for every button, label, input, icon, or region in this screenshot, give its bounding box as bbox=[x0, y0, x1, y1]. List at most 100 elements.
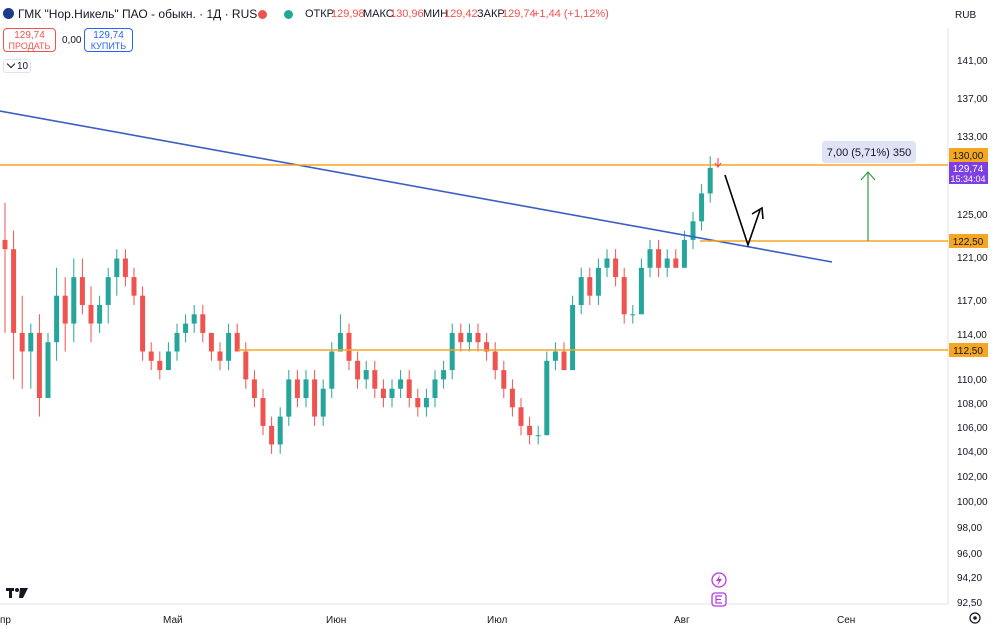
y-tick-label: 125,00 bbox=[957, 210, 988, 221]
candle-body bbox=[346, 332, 352, 361]
candle-body bbox=[148, 351, 154, 361]
candle-body bbox=[380, 388, 386, 398]
ohlc-low-value: 129,42 bbox=[444, 8, 478, 20]
ohlc-open-label: ОТКР bbox=[305, 8, 335, 20]
market-status-icon[interactable] bbox=[258, 10, 267, 19]
candle-body bbox=[71, 277, 77, 324]
candle-body bbox=[19, 332, 25, 352]
candle-body bbox=[312, 379, 318, 417]
y-tick-label: 117,00 bbox=[957, 296, 987, 307]
volume-toggle-label: 10 bbox=[17, 61, 29, 72]
x-axis: пр Май Июн Июл Авг Сен bbox=[0, 615, 855, 626]
candle-body bbox=[621, 277, 627, 315]
level-tag-lower bbox=[949, 343, 988, 357]
candle-body bbox=[54, 295, 60, 343]
countdown-text: 15:34:04 bbox=[950, 174, 985, 184]
candle-body bbox=[88, 305, 94, 324]
candle-body bbox=[355, 360, 361, 380]
candle-body bbox=[656, 249, 662, 268]
candle-body bbox=[638, 267, 644, 315]
signal-arrow-icon bbox=[714, 158, 722, 168]
lightning-event-icon[interactable] bbox=[711, 572, 727, 588]
level-tag-middle bbox=[949, 234, 988, 248]
candle-body bbox=[191, 314, 197, 324]
axis-settings-icon[interactable] bbox=[969, 612, 981, 624]
price-axis-background bbox=[948, 28, 1000, 629]
candle-body bbox=[389, 388, 395, 398]
y-tick-label: 110,00 bbox=[957, 375, 987, 386]
candle-body bbox=[595, 267, 601, 296]
candle-body bbox=[303, 379, 309, 398]
level-tag-lower-text: 112,50 bbox=[953, 346, 983, 357]
x-tick-label: Авг bbox=[674, 615, 690, 626]
ohlc-high-label: МАКС bbox=[363, 8, 394, 20]
candle-body bbox=[673, 258, 679, 268]
candle-body bbox=[28, 332, 34, 352]
y-axis: 141,00 137,00 133,00 125,00 121,00 117,00 114,… bbox=[957, 56, 988, 609]
sell-button[interactable]: 129,74 ПРОДАТЬ bbox=[3, 28, 56, 52]
trendline[interactable] bbox=[0, 110, 833, 263]
candle-body bbox=[97, 305, 103, 324]
candle-body bbox=[269, 425, 275, 445]
candle-body bbox=[552, 351, 558, 361]
earnings-event-icon[interactable] bbox=[711, 592, 727, 607]
candle-body bbox=[217, 351, 223, 361]
volume-toggle[interactable]: 10 bbox=[3, 59, 31, 73]
candle-body bbox=[484, 342, 490, 352]
candle-body bbox=[337, 332, 343, 352]
candle-body bbox=[604, 258, 610, 268]
ohlc-high-value: 130,96 bbox=[390, 8, 424, 20]
ohlc-low-label: МИН bbox=[423, 8, 449, 20]
tradingview-logo-icon bbox=[6, 588, 28, 598]
candle-body bbox=[707, 167, 713, 194]
candle-body bbox=[449, 332, 455, 371]
forecast-path[interactable] bbox=[724, 174, 761, 248]
symbol-title[interactable]: ГМК "Нор.Никель" ПАО - обыкн. · 1Д · RUS bbox=[18, 7, 258, 21]
candle-body bbox=[11, 249, 17, 333]
buy-button[interactable]: 129,74 КУПИТЬ bbox=[84, 28, 133, 52]
candle-body bbox=[690, 221, 696, 240]
y-tick-label: 100,00 bbox=[957, 497, 988, 508]
current-price-tag bbox=[949, 162, 988, 184]
candle-body bbox=[277, 416, 283, 445]
candle-body bbox=[226, 332, 232, 361]
level-tag-middle-text: 122,50 bbox=[953, 237, 984, 248]
sell-price: 129,74 bbox=[14, 30, 45, 41]
y-tick-label: 137,00 bbox=[957, 94, 988, 105]
candle-body bbox=[535, 435, 541, 437]
candle-body bbox=[363, 370, 369, 380]
candle-body bbox=[664, 258, 670, 268]
candle-body bbox=[157, 360, 163, 371]
measure-arrow-head bbox=[860, 171, 876, 181]
candle-body bbox=[36, 332, 42, 398]
candle-body bbox=[561, 351, 567, 371]
candle-body bbox=[466, 332, 472, 343]
y-tick-label: 108,00 bbox=[957, 399, 988, 410]
candle-body bbox=[286, 379, 292, 417]
x-tick-label: Июл bbox=[487, 615, 507, 626]
candle-body bbox=[114, 258, 120, 278]
candle-body bbox=[165, 351, 171, 371]
x-tick-label: пр bbox=[0, 615, 11, 626]
y-tick-label: 121,00 bbox=[957, 253, 988, 264]
y-tick-label: 96,00 bbox=[957, 549, 982, 560]
y-tick-label: 114,00 bbox=[957, 330, 987, 341]
candle-body bbox=[647, 249, 653, 268]
ohlc-close-value: 129,74 bbox=[502, 8, 536, 20]
candle-body bbox=[699, 193, 705, 222]
data-status-icon[interactable] bbox=[284, 10, 293, 19]
candle-body bbox=[570, 305, 576, 371]
symbol-logo-icon[interactable] bbox=[3, 8, 14, 19]
candle-body bbox=[140, 295, 146, 352]
candle-body bbox=[260, 398, 266, 426]
sell-label: ПРОДАТЬ bbox=[8, 41, 51, 51]
currency-label[interactable]: RUB bbox=[955, 10, 977, 21]
candles bbox=[2, 156, 713, 454]
candle-body bbox=[251, 379, 257, 398]
current-price-text: 129,74 bbox=[953, 164, 984, 175]
x-tick-label: Май bbox=[163, 615, 183, 626]
y-tick-label: 92,50 bbox=[957, 598, 982, 609]
candle-body bbox=[234, 332, 240, 352]
y-tick-label: 98,00 bbox=[957, 523, 982, 534]
